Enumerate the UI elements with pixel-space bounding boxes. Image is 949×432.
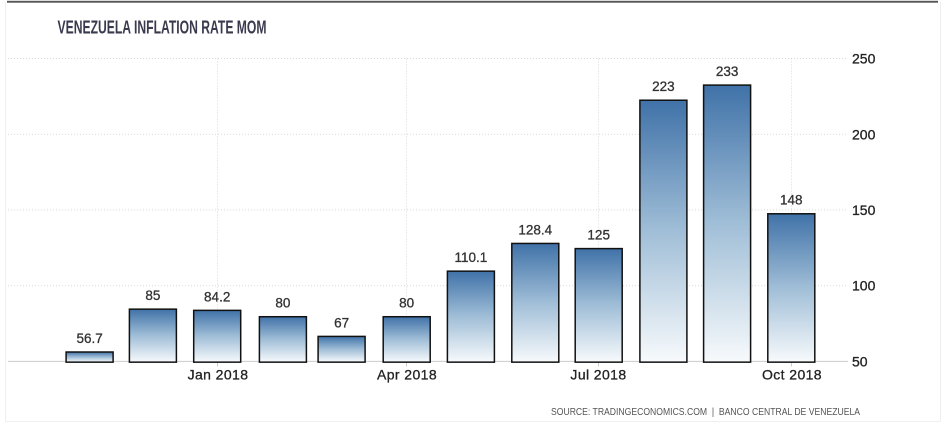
svg-text:85: 85 [145, 288, 160, 303]
svg-text:Apr 2018: Apr 2018 [377, 367, 437, 383]
svg-text:VENEZUELA INFLATION RATE MOM: VENEZUELA INFLATION RATE MOM [58, 18, 267, 38]
svg-text:250: 250 [852, 51, 876, 67]
svg-text:84.2: 84.2 [204, 289, 230, 304]
svg-text:110.1: 110.1 [455, 250, 488, 265]
svg-text:148: 148 [780, 193, 803, 208]
svg-text:50: 50 [852, 353, 868, 369]
svg-text:56.7: 56.7 [76, 331, 102, 346]
svg-text:223: 223 [652, 79, 675, 94]
svg-text:125: 125 [587, 228, 610, 243]
svg-text:233: 233 [716, 64, 739, 79]
svg-text:Oct 2018: Oct 2018 [762, 367, 822, 383]
svg-text:Jan 2018: Jan 2018 [188, 367, 249, 383]
svg-text:Jul 2018: Jul 2018 [570, 367, 626, 383]
svg-text:150: 150 [852, 202, 876, 218]
svg-text:128.4: 128.4 [518, 222, 552, 237]
svg-text:80: 80 [399, 296, 414, 311]
svg-text:200: 200 [852, 126, 876, 142]
svg-text:SOURCE: TRADINGECONOMICS.COM: SOURCE: TRADINGECONOMICS.COM | BANCO CEN… [551, 407, 860, 418]
svg-text:67: 67 [334, 315, 349, 330]
svg-text:80: 80 [275, 296, 290, 311]
svg-text:100: 100 [852, 278, 876, 294]
